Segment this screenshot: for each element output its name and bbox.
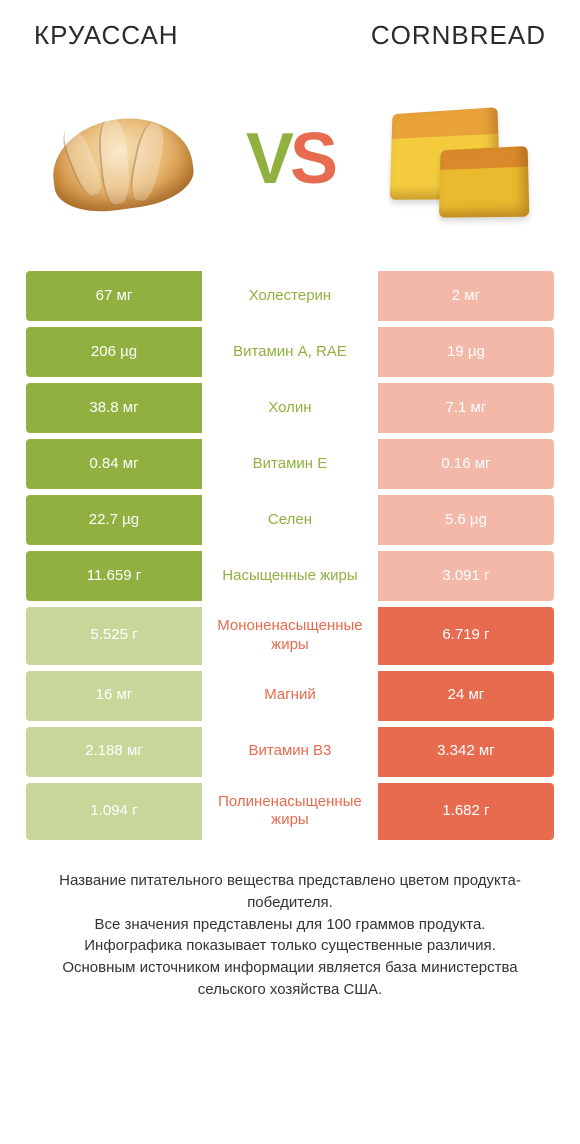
footnote-line: Название питательного вещества представл…: [28, 870, 552, 914]
nutrient-label: Магний: [202, 671, 378, 721]
left-value: 38.8 мг: [26, 383, 202, 433]
right-value: 1.682 г: [378, 783, 554, 841]
header: КРУАССАН CORNBREAD: [0, 0, 580, 59]
table-row: 22.7 µgСелен5.6 µg: [26, 495, 554, 545]
right-value: 0.16 мг: [378, 439, 554, 489]
nutrient-label: Полиненасыщенные жиры: [202, 783, 378, 841]
left-value: 67 мг: [26, 271, 202, 321]
table-row: 206 µgВитамин A, RAE19 µg: [26, 327, 554, 377]
nutrient-label: Витамин B3: [202, 727, 378, 777]
nutrient-label: Мононенасыщенные жиры: [202, 607, 378, 665]
table-row: 2.188 мгВитамин B33.342 мг: [26, 727, 554, 777]
table-row: 67 мгХолестерин2 мг: [26, 271, 554, 321]
nutrient-label: Холестерин: [202, 271, 378, 321]
nutrient-label: Холин: [202, 383, 378, 433]
table-row: 16 мгМагний24 мг: [26, 671, 554, 721]
right-value: 6.719 г: [378, 607, 554, 665]
nutrient-label: Витамин E: [202, 439, 378, 489]
right-value: 5.6 µg: [378, 495, 554, 545]
left-value: 11.659 г: [26, 551, 202, 601]
croissant-image: [42, 89, 202, 229]
nutrient-label: Витамин A, RAE: [202, 327, 378, 377]
hero-row: VS: [0, 59, 580, 259]
left-value: 206 µg: [26, 327, 202, 377]
table-row: 5.525 гМононенасыщенные жиры6.719 г: [26, 607, 554, 665]
right-value: 24 мг: [378, 671, 554, 721]
left-value: 1.094 г: [26, 783, 202, 841]
left-value: 5.525 г: [26, 607, 202, 665]
right-value: 3.342 мг: [378, 727, 554, 777]
footnote: Название питательного вещества представл…: [28, 870, 552, 1001]
left-value: 22.7 µg: [26, 495, 202, 545]
right-value: 7.1 мг: [378, 383, 554, 433]
footnote-line: Все значения представлены для 100 граммо…: [28, 914, 552, 936]
table-row: 0.84 мгВитамин E0.16 мг: [26, 439, 554, 489]
nutrient-label: Селен: [202, 495, 378, 545]
nutrient-label: Насыщенные жиры: [202, 551, 378, 601]
left-product-title: КРУАССАН: [34, 20, 179, 51]
table-row: 1.094 гПолиненасыщенные жиры1.682 г: [26, 783, 554, 841]
table-row: 38.8 мгХолин7.1 мг: [26, 383, 554, 433]
right-value: 2 мг: [378, 271, 554, 321]
cornbread-image: [378, 89, 538, 229]
footnote-line: Инфографика показывает только существенн…: [28, 935, 552, 957]
vs-label: VS: [246, 118, 334, 200]
left-value: 0.84 мг: [26, 439, 202, 489]
right-value: 19 µg: [378, 327, 554, 377]
vs-s: S: [290, 119, 334, 199]
left-value: 2.188 мг: [26, 727, 202, 777]
comparison-table: 67 мгХолестерин2 мг206 µgВитамин A, RAE1…: [26, 271, 554, 840]
left-value: 16 мг: [26, 671, 202, 721]
vs-v: V: [246, 119, 290, 199]
table-row: 11.659 гНасыщенные жиры3.091 г: [26, 551, 554, 601]
right-value: 3.091 г: [378, 551, 554, 601]
right-product-title: CORNBREAD: [371, 20, 546, 51]
footnote-line: Основным источником информации является …: [28, 957, 552, 1001]
